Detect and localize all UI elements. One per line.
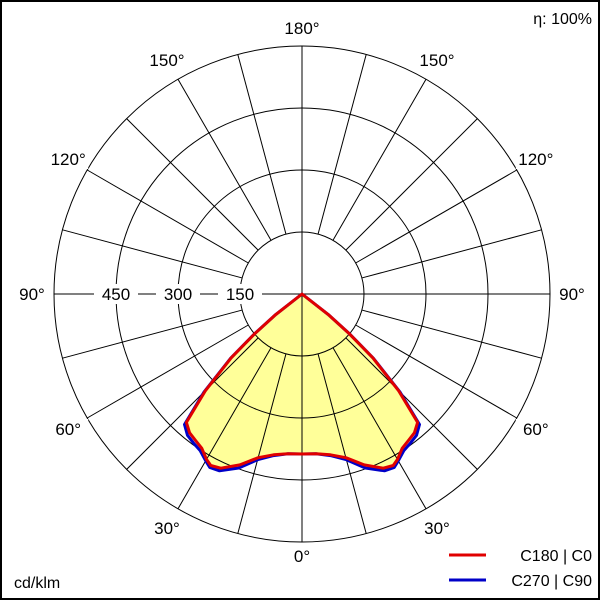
angle-label-bg (515, 419, 556, 439)
efficiency-label: η: 100% (533, 11, 592, 28)
grid-spoke-225 (126, 118, 259, 251)
angle-label: 120° (51, 150, 86, 169)
grid-spoke-60 (355, 324, 518, 419)
angle-label-bg (48, 149, 89, 169)
angle-label-bg (417, 517, 457, 538)
grid-spoke-330 (177, 347, 272, 510)
tick-label-bg (156, 284, 200, 304)
grid-spoke-150 (332, 78, 427, 241)
angle-label-bg (552, 284, 592, 304)
angle-label-bg (515, 149, 556, 169)
grid-spoke-345 (237, 353, 287, 534)
radial-tick-label: 300 (164, 285, 192, 304)
angle-label-bg (147, 50, 187, 71)
angle-label: 90° (19, 285, 45, 304)
angle-label: 180° (284, 19, 319, 38)
angle-label-bg (147, 517, 187, 538)
angle-label: 150° (149, 51, 184, 70)
angle-label-bg (12, 284, 52, 304)
tick-label-bg (94, 284, 138, 304)
legend-label-c270-c90: C270 | C90 (511, 573, 592, 590)
angle-label: 30° (154, 519, 180, 538)
angle-label: 60° (55, 420, 81, 439)
tick-label-bg (218, 284, 262, 304)
grid-spoke-255 (62, 229, 243, 279)
angle-label-bg (282, 18, 322, 38)
grid-spoke-135 (345, 118, 478, 251)
angle-label: 0° (294, 547, 310, 566)
angle-label: 90° (559, 285, 585, 304)
radial-tick-label: 450 (102, 285, 130, 304)
angle-label: 150° (419, 51, 454, 70)
grid-spoke-210 (177, 78, 272, 241)
angle-label: 120° (518, 150, 553, 169)
grid-spoke-45 (345, 337, 478, 470)
grid-spoke-15 (317, 353, 367, 534)
legend: C180 | C0 C270 | C90 (449, 548, 592, 590)
grid-spoke-315 (126, 337, 259, 470)
legend-label-c180-c0: C180 | C0 (520, 548, 592, 565)
grid-spoke-195 (237, 54, 287, 235)
angle-label: 30° (424, 519, 450, 538)
angle-label-bg (282, 546, 322, 566)
angle-label: 60° (523, 420, 549, 439)
grid-spoke-300 (86, 324, 249, 419)
radial-tick-label: 150 (226, 285, 254, 304)
series-curve-0 (184, 292, 420, 470)
grid-spoke-285 (62, 309, 243, 359)
angle-label-bg (417, 50, 457, 71)
grid-spoke-120 (355, 169, 518, 264)
grid-spoke-75 (361, 309, 542, 359)
grid-spoke-165 (317, 54, 367, 235)
grid-spoke-105 (361, 229, 542, 279)
grid-spoke-240 (86, 169, 249, 264)
grid-spoke-30 (332, 347, 427, 510)
unit-label: cd/klm (14, 575, 60, 592)
angle-label-bg (48, 419, 89, 439)
